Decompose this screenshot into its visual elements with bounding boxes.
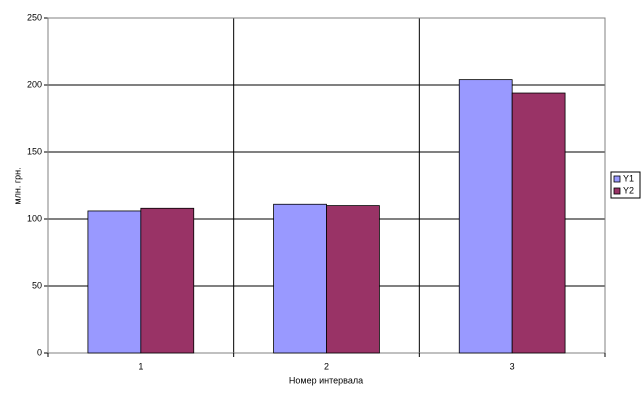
x-tick-label: 3 <box>510 361 515 371</box>
legend-swatch <box>613 187 621 195</box>
y-tick-label: 250 <box>27 12 42 22</box>
y-tick-label: 150 <box>27 146 42 156</box>
y-tick-label: 100 <box>27 213 42 223</box>
legend-label: Y1 <box>623 173 634 183</box>
bar <box>273 203 327 354</box>
legend-swatch <box>613 175 621 183</box>
y-tick-label: 0 <box>37 347 42 357</box>
y-tick-label: 200 <box>27 79 42 89</box>
y-axis-label: млн. грн. <box>12 167 22 204</box>
bar <box>140 207 195 354</box>
bar <box>458 79 513 354</box>
bar <box>87 210 142 354</box>
x-tick-label: 1 <box>138 361 143 371</box>
bar <box>511 92 566 354</box>
y-tick-label: 50 <box>32 280 42 290</box>
legend-label: Y2 <box>623 185 634 195</box>
bar <box>326 205 380 354</box>
x-tick-label: 2 <box>324 361 329 371</box>
x-axis-label: Номер интервала <box>289 375 363 385</box>
